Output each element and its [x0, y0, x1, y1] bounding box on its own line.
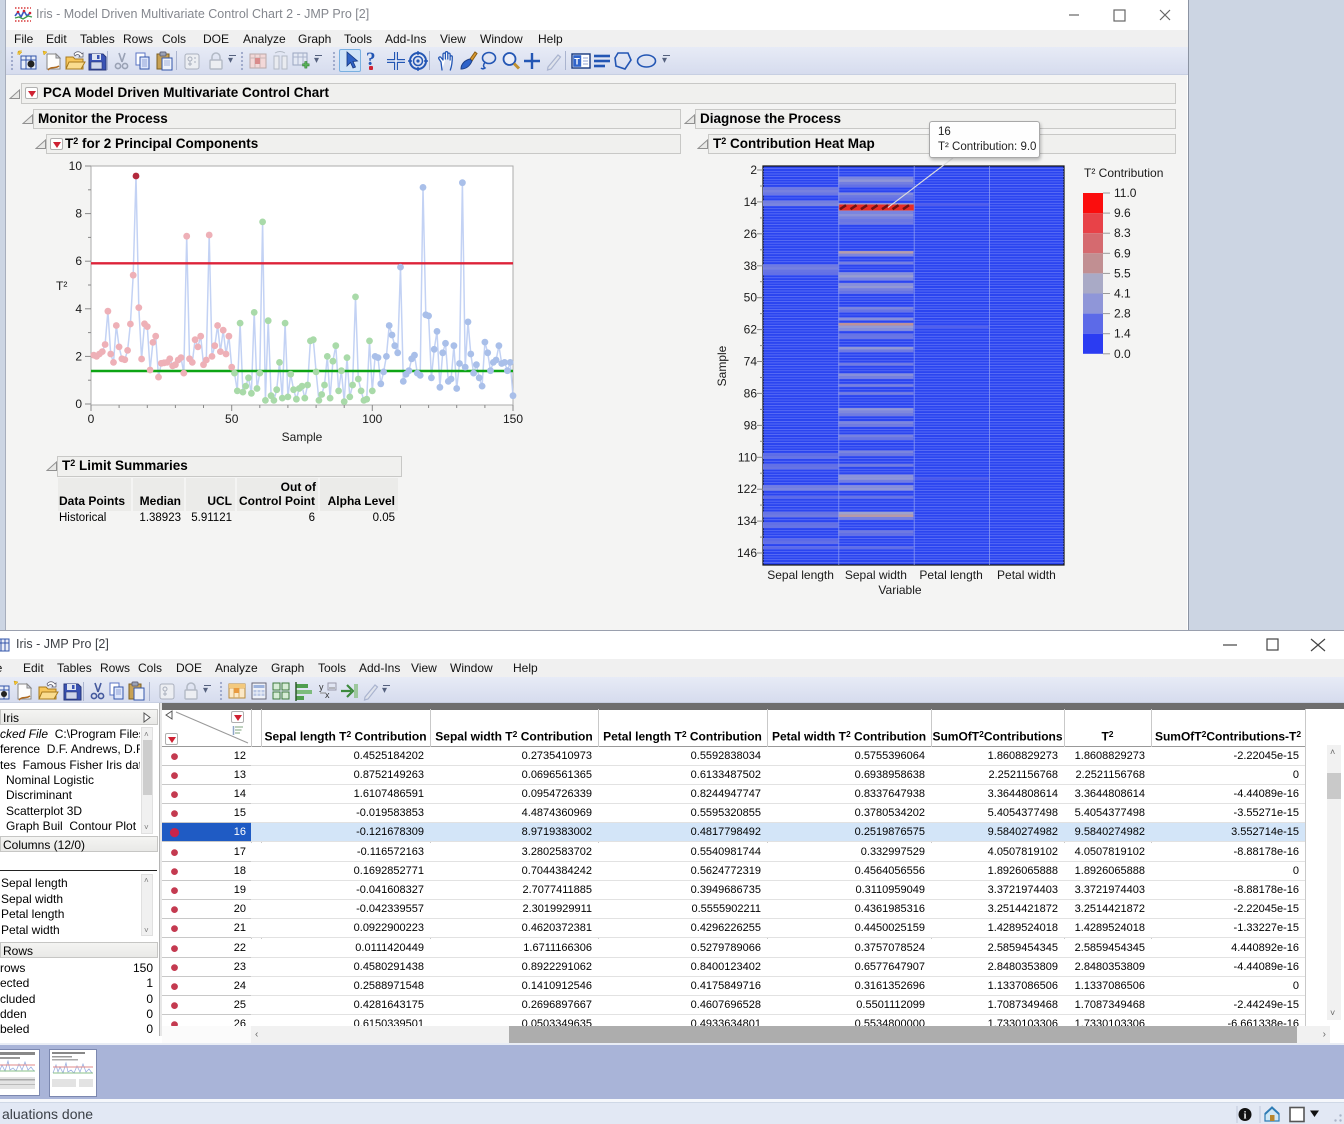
svg-text:50: 50	[225, 412, 239, 426]
svg-text:134: 134	[737, 514, 757, 528]
svg-text:x: x	[325, 690, 330, 700]
svg-text:2: 2	[75, 349, 82, 363]
svg-text:5.5: 5.5	[1114, 266, 1131, 280]
svg-text:9.6: 9.6	[1114, 206, 1131, 220]
svg-text:10: 10	[69, 159, 83, 173]
svg-text:2.8: 2.8	[1114, 307, 1131, 321]
svg-text:50: 50	[744, 291, 758, 305]
svg-text:8.3: 8.3	[1114, 226, 1131, 240]
svg-text:6: 6	[75, 254, 82, 268]
svg-text:146: 146	[737, 546, 757, 560]
svg-text:Petal length: Petal length	[919, 568, 982, 582]
svg-text:86: 86	[744, 386, 758, 400]
svg-text:74: 74	[744, 355, 758, 369]
svg-text:T: T	[574, 57, 580, 67]
svg-text:Petal width: Petal width	[997, 568, 1056, 582]
svg-text:26: 26	[744, 227, 758, 241]
svg-text:2: 2	[750, 163, 757, 177]
svg-text:0.0: 0.0	[1114, 347, 1131, 361]
svg-text:11.0: 11.0	[1114, 186, 1137, 200]
svg-text:98: 98	[744, 418, 758, 432]
svg-text:8: 8	[75, 207, 82, 221]
svg-text:Sepal length: Sepal length	[767, 568, 834, 582]
svg-text:62: 62	[744, 323, 758, 337]
svg-text:0: 0	[88, 412, 95, 426]
svg-text:1.4: 1.4	[1114, 327, 1131, 341]
svg-text:14: 14	[744, 195, 758, 209]
svg-text:Sample: Sample	[282, 430, 323, 444]
svg-text:T²: T²	[56, 279, 67, 293]
svg-text:Sepal width: Sepal width	[845, 568, 907, 582]
svg-text:6.9: 6.9	[1114, 246, 1131, 260]
svg-text:Sample: Sample	[715, 345, 729, 386]
svg-text:0: 0	[75, 397, 82, 411]
svg-text:y: y	[319, 682, 324, 692]
svg-text:4: 4	[75, 302, 82, 316]
svg-text:150: 150	[503, 412, 523, 426]
svg-text:122: 122	[737, 482, 757, 496]
svg-text:i: i	[1244, 1111, 1247, 1122]
svg-text:110: 110	[738, 450, 757, 464]
svg-text:38: 38	[744, 259, 758, 273]
svg-text:Variable: Variable	[878, 583, 921, 597]
svg-text:T² Contribution: T² Contribution	[1084, 166, 1163, 180]
svg-text:100: 100	[362, 412, 382, 426]
svg-text:4.1: 4.1	[1114, 287, 1131, 301]
